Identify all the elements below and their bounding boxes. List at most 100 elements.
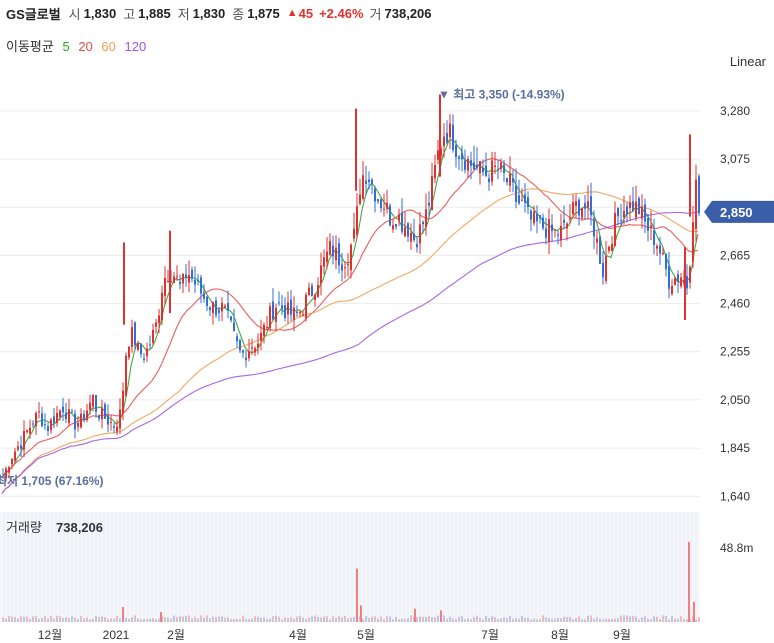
volume-bar — [506, 618, 508, 622]
chart-annotations: ▼ 최고 3,350 (-14.93%) 최저 1,705 (67.16%) — [0, 86, 565, 488]
candle-body — [620, 220, 622, 222]
candle-body — [437, 150, 439, 160]
volume-bar — [602, 619, 604, 622]
candle-body — [113, 426, 115, 428]
volume-bar — [668, 619, 670, 622]
volume-bar — [644, 616, 646, 622]
candle-body — [656, 245, 658, 249]
moving-average-legend[interactable]: 이동평균 5 20 60 120 — [6, 36, 151, 55]
volume-bar — [584, 619, 586, 622]
change-arrow-icon: ▲ — [286, 7, 298, 19]
volume-bar — [188, 615, 190, 622]
candle-body — [353, 228, 355, 239]
volume-bar — [461, 616, 463, 622]
volume-bar — [98, 617, 100, 622]
volume-bar — [431, 617, 433, 622]
volume-bar — [194, 616, 196, 622]
candle-body — [374, 188, 376, 202]
candle-body — [587, 201, 589, 208]
candle-body — [149, 344, 151, 346]
time-axis-label: 2021 — [103, 628, 130, 642]
candle-body — [545, 228, 547, 238]
price-axis: 1,640 1,845 2,050 2,255 2,460 2,665 3,075 3,280 — [720, 104, 750, 503]
volume-bar — [494, 617, 496, 622]
volume-bar — [653, 616, 655, 622]
candle-body — [158, 315, 160, 324]
volume-bar — [146, 619, 148, 622]
ma-120-label: 120 — [124, 39, 147, 54]
candle-body — [368, 179, 370, 183]
candle-body — [515, 185, 517, 202]
candle-body — [134, 322, 136, 346]
candle-body — [287, 302, 289, 315]
candle-body — [452, 124, 454, 150]
volume-bar — [446, 618, 448, 622]
candle-body — [638, 198, 640, 215]
volume-bar — [134, 615, 136, 622]
volume-bar — [185, 616, 187, 622]
volume-bar — [206, 615, 208, 622]
candle-body — [164, 277, 166, 297]
candle-body — [485, 165, 487, 176]
volume-label: 거 — [369, 6, 382, 22]
candle-body — [476, 164, 478, 168]
volume-spike — [356, 568, 358, 622]
volume-panel-value: 738,206 — [56, 520, 103, 535]
candle-body — [449, 123, 451, 137]
volume-spike — [414, 608, 416, 622]
volume-bar — [257, 616, 259, 622]
candle-body — [602, 262, 604, 278]
volume-bar — [578, 616, 580, 622]
volume-bar — [482, 619, 484, 622]
candle-body — [461, 152, 463, 160]
candle-body — [500, 162, 502, 170]
low-label: 저 — [177, 6, 190, 22]
candle-body — [269, 306, 271, 329]
volume-bar — [68, 617, 70, 622]
volume-bar — [422, 616, 424, 622]
volume-spike — [693, 601, 695, 622]
volume-bar — [218, 616, 220, 622]
candle-body — [260, 332, 262, 341]
candle-body — [77, 423, 79, 427]
candle-body — [581, 207, 583, 218]
volume-bar — [638, 619, 640, 622]
volume-bar — [149, 618, 151, 622]
time-axis-label: 2월 — [167, 628, 185, 642]
volume-bar — [101, 616, 103, 622]
volume-bar — [272, 616, 274, 622]
candle-body — [392, 225, 394, 230]
candle-body — [224, 305, 226, 308]
candle-body — [65, 412, 67, 420]
candle-body — [533, 211, 535, 224]
volume-bar — [428, 615, 430, 622]
volume-bar — [527, 617, 529, 622]
volume-bar — [335, 617, 337, 622]
candle-body — [350, 244, 352, 271]
candle-body — [254, 348, 256, 353]
scale-mode-toggle[interactable]: Linear — [729, 54, 766, 69]
volume-bar — [152, 618, 154, 622]
candle-body — [59, 410, 61, 417]
volume-bar — [11, 616, 13, 622]
candle-body — [605, 255, 607, 281]
candle-body — [284, 305, 286, 319]
volume-bar — [647, 618, 649, 622]
volume-bar — [209, 618, 211, 622]
candle-body — [332, 245, 334, 257]
candle-body — [539, 215, 541, 219]
candle-body — [62, 406, 64, 413]
candle-body — [308, 287, 310, 296]
candle-body — [32, 423, 34, 425]
candle-body — [323, 257, 325, 267]
candle-body — [614, 213, 616, 247]
volume-bar — [23, 616, 25, 622]
volume-bar — [500, 618, 502, 622]
candle-body — [494, 165, 496, 167]
volume-bar — [77, 618, 79, 622]
volume-spike — [122, 606, 124, 622]
volume-bar — [344, 615, 346, 622]
time-axis-label: 7월 — [481, 628, 499, 642]
candle-body — [338, 243, 340, 266]
